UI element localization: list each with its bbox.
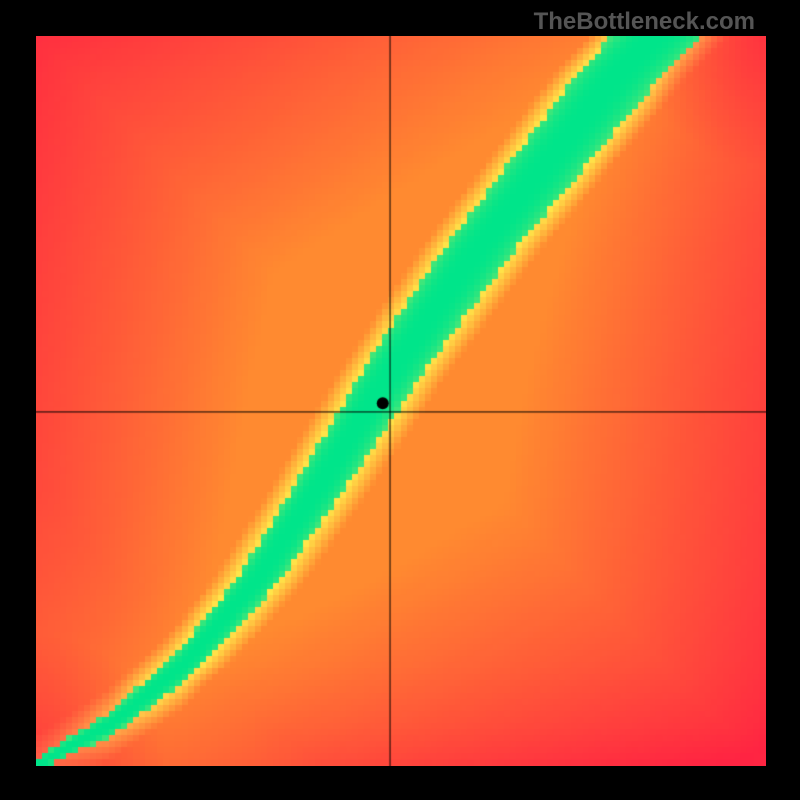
watermark-text: TheBottleneck.com bbox=[534, 8, 755, 36]
stage: TheBottleneck.com bbox=[0, 0, 800, 800]
bottleneck-heatmap bbox=[36, 36, 766, 766]
